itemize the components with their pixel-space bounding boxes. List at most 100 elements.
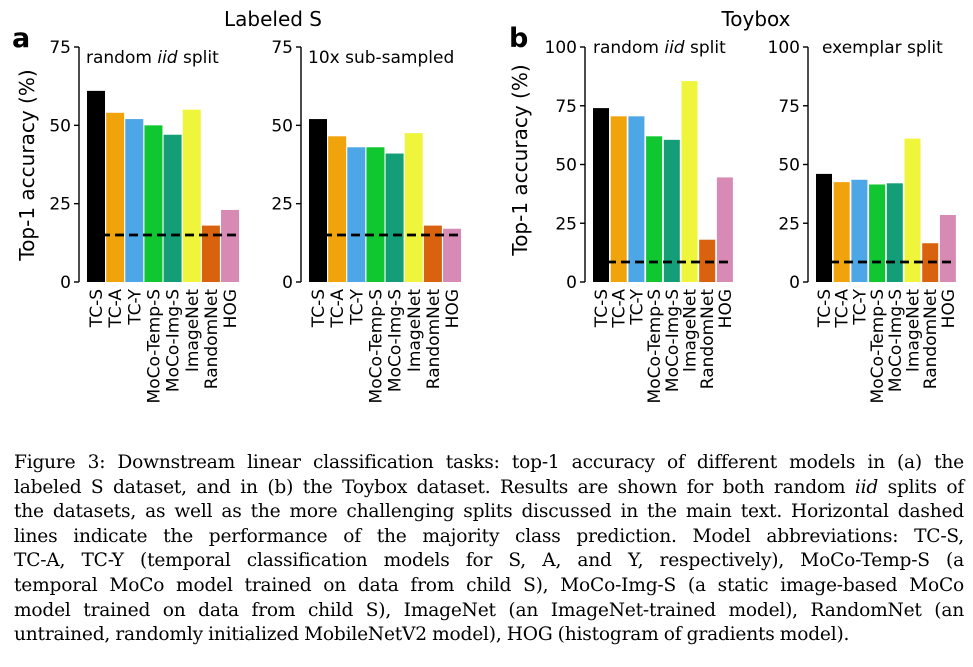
y-tick-label: 0 — [282, 273, 293, 293]
x-tick-label: TC-A — [328, 289, 348, 329]
bar-imagenet — [681, 81, 698, 282]
x-tick-label: MoCo-Img-S — [386, 289, 406, 392]
panel-letter-a: a — [12, 23, 30, 54]
caption-line: Figure 3: Downstream linear classificati… — [14, 451, 964, 476]
x-tick-label: TC-S — [592, 289, 612, 328]
y-tick-label: 50 — [271, 116, 293, 136]
caption-text: temporal MoCo model trained on data from… — [14, 574, 964, 596]
y-tick-label: 0 — [789, 273, 800, 293]
x-tick-label: HOG — [221, 289, 241, 328]
caption-line: labeled S dataset, and in (b) the Toybox… — [14, 476, 964, 501]
x-tick-label: MoCo-Img-S — [663, 289, 683, 392]
bar-tc-s — [309, 119, 327, 282]
chart-panel-1: 0 25 50 75 TC-S TC-A TC-Y MoCo-Temp-S MoCo-Img-S… — [49, 38, 241, 403]
bar-imagenet — [904, 138, 921, 282]
group-title-labeled-s: Labeled S — [224, 7, 322, 31]
chart-subtitle-part: iid — [157, 48, 177, 68]
x-tick-label: MoCo-Temp-S — [645, 289, 665, 403]
caption-line: untrained, randomly initialized MobileNe… — [14, 623, 964, 648]
caption-line: the datasets, as well as the more challe… — [14, 500, 964, 525]
bar-randomnet — [423, 225, 442, 282]
caption-line: TC-A, TC-Y (temporal classification mode… — [14, 549, 964, 574]
chart-subtitle: random iid split — [86, 48, 219, 68]
y-tick-label: 75 — [271, 38, 293, 58]
y-tick-label: 75 — [778, 97, 800, 117]
bar-moco-img-s — [385, 153, 404, 282]
y-axis-label-a: Top-1 accuracy (%) — [15, 69, 39, 261]
caption-text: labeled S dataset, and in (b) the Toybox… — [14, 476, 855, 498]
x-tick-label: MoCo-Temp-S — [144, 289, 164, 403]
caption-line: lines indicate the performance of the ma… — [14, 525, 964, 550]
x-tick-label: HOG — [443, 289, 463, 328]
x-tick-label: ImageNet — [681, 289, 701, 372]
bar-tc-s — [593, 108, 609, 282]
y-tick-label: 100 — [545, 38, 577, 58]
chart-subtitle-part: split — [178, 48, 219, 68]
bar-hog — [221, 209, 240, 282]
x-tick-label: RandomNet — [424, 289, 444, 390]
caption-text: lines indicate the performance of the ma… — [14, 525, 964, 547]
chart-panel-3: 0 25 50 75 100 TC-STC-ATC-YMoCo-Temp-SMoCo-Im… — [545, 38, 736, 403]
x-tick-label: RandomNet — [698, 289, 718, 390]
x-tick-label: TC-Y — [627, 288, 647, 325]
caption-line: temporal MoCo model trained on data from… — [14, 574, 964, 599]
chart-panel-4: 0 25 50 75 100 TC-STC-ATC-YMoCo-Temp-SMoCo-Im… — [768, 38, 959, 403]
chart-panel-2: 0 25 50 75 TC-S TC-A TC-Y MoCo-Temp-S MoCo-Img-S… — [271, 38, 463, 403]
chart-subtitle: exemplar split — [822, 38, 943, 58]
caption-text: TC-A, TC-Y (temporal classification mode… — [14, 550, 964, 572]
caption-italic-text: iid — [854, 476, 879, 498]
bar-hog — [443, 228, 462, 282]
x-tick-label: HOG — [716, 289, 736, 328]
caption-line: model trained on data from child S), Ima… — [14, 599, 964, 624]
x-tick-label: TC-A — [610, 289, 630, 329]
chart-subtitle-part: exemplar split — [822, 38, 943, 58]
bar-tc-a — [106, 112, 125, 282]
bar-tc-y — [851, 179, 868, 282]
caption-text: splits of — [878, 476, 965, 498]
chart-subtitle-part: random — [593, 38, 664, 58]
bar-tc-a — [328, 136, 347, 282]
bar-moco-img-s — [163, 134, 182, 282]
x-tick-label: RandomNet — [202, 289, 222, 390]
bar-moco-img-s — [886, 183, 903, 282]
bar-tc-y — [347, 147, 366, 282]
chart-subtitle-part: 10x sub-sampled — [308, 48, 454, 68]
x-tick-label: ImageNet — [405, 289, 425, 372]
bar-imagenet — [182, 109, 201, 283]
chart-subtitle: random iid split — [593, 38, 726, 58]
x-tick-label: TC-S — [815, 289, 835, 328]
x-tick-label: TC-A — [106, 289, 126, 329]
caption-text: the datasets, as well as the more challe… — [14, 501, 964, 523]
x-tick-label: TC-S — [309, 289, 329, 328]
panel-letter-b: b — [509, 23, 528, 54]
bar-hog — [716, 177, 733, 282]
chart-subtitle: 10x sub-sampled — [308, 48, 454, 68]
y-tick-label: 50 — [778, 156, 800, 176]
y-tick-label: 50 — [49, 116, 71, 136]
caption-text: Figure 3: Downstream linear classificati… — [14, 452, 964, 473]
y-tick-label: 100 — [768, 38, 800, 58]
bar-hog — [939, 215, 956, 282]
bar-moco-temp-s — [646, 136, 663, 282]
y-tick-label: 25 — [778, 214, 800, 234]
bar-moco-temp-s — [869, 184, 886, 282]
y-tick-label: 0 — [566, 273, 577, 293]
x-tick-label: MoCo-Img-S — [164, 289, 184, 392]
x-tick-label: TC-A — [833, 289, 853, 329]
bar-imagenet — [404, 133, 423, 282]
bar-tc-a — [610, 116, 627, 282]
y-axis-label-b: Top-1 accuracy (%) — [508, 64, 532, 256]
bar-tc-a — [833, 182, 850, 282]
x-tick-label: MoCo-Temp-S — [868, 289, 888, 403]
bar-tc-y — [628, 116, 645, 282]
caption-text: model trained on data from child S), Ima… — [14, 599, 964, 621]
group-title-toybox: Toybox — [720, 7, 790, 31]
x-tick-label: TC-Y — [850, 288, 870, 325]
bar-moco-temp-s — [366, 147, 385, 282]
y-tick-label: 25 — [555, 214, 577, 234]
caption-text: untrained, randomly initialized MobileNe… — [14, 624, 850, 646]
chart-subtitle-part: split — [685, 38, 726, 58]
chart-subtitle-part: iid — [664, 38, 684, 58]
